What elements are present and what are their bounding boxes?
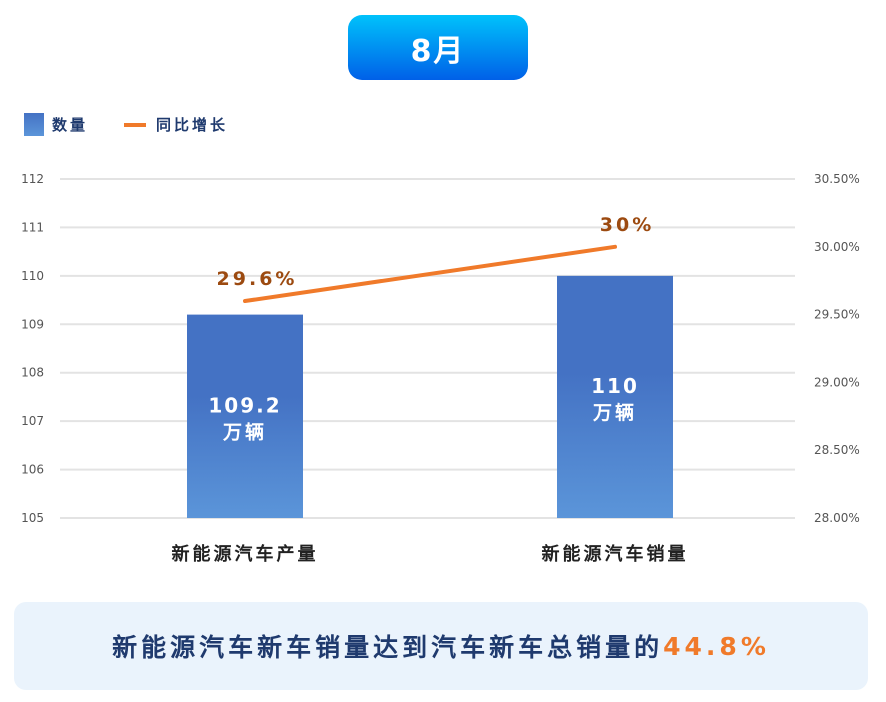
legend-bar-label: 数量	[52, 116, 89, 134]
y-right-tick-label: 30.50%	[814, 172, 860, 186]
summary-banner: 新能源汽车新车销量达到汽车新车总销量的 44.8%	[14, 602, 868, 690]
legend-line-swatch	[124, 122, 147, 127]
bar-value-label: 109.2	[208, 393, 281, 417]
growth-label: 30%	[600, 214, 654, 236]
growth-line	[243, 244, 617, 304]
bar-value-label: 110	[591, 374, 639, 398]
y-left-tick-label: 112	[21, 172, 44, 186]
legend-line-label: 同比增长	[156, 116, 229, 134]
y-right-tick-label: 28.50%	[814, 443, 860, 457]
legend: 数量 同比增长	[24, 113, 228, 136]
x-category-label: 新能源汽车销量	[542, 543, 689, 565]
legend-bar-swatch	[24, 113, 44, 136]
bar	[187, 314, 303, 518]
x-category-label: 新能源汽车产量	[172, 543, 319, 565]
y-left-tick-label: 111	[21, 220, 44, 234]
y-left-tick-label: 105	[21, 511, 44, 525]
y-right-tick-label: 29.00%	[814, 375, 860, 389]
y-right-tick-label: 29.50%	[814, 308, 860, 322]
bar	[557, 275, 673, 518]
month-title: 8月	[348, 15, 528, 80]
bar-unit-label: 万辆	[592, 401, 637, 424]
y-left-tick-label: 106	[21, 463, 44, 477]
y-left-tick-label: 110	[21, 269, 44, 283]
y-right-tick-label: 30.00%	[814, 240, 860, 254]
y-left-tick-label: 109	[21, 317, 44, 331]
y-right-tick-label: 28.00%	[814, 511, 860, 525]
bar-unit-label: 万辆	[222, 420, 267, 443]
summary-highlight: 44.8%	[663, 631, 770, 661]
summary-text: 新能源汽车新车销量达到汽车新车总销量的	[112, 633, 664, 662]
chart-svg: 105 106 107 108 109 110 111 112 28.00% 28.50% 29.0…	[21, 172, 860, 565]
growth-label: 29.6%	[217, 268, 298, 290]
y-left-tick-label: 107	[21, 414, 44, 428]
y-left-tick-label: 108	[21, 366, 44, 380]
